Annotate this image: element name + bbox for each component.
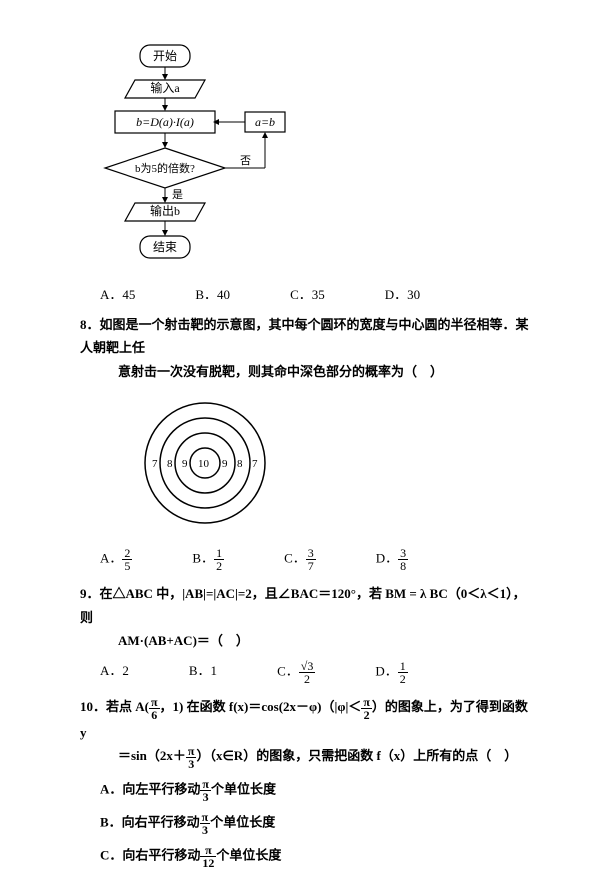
svg-text:8: 8 bbox=[167, 458, 173, 470]
target-svg: 7 8 9 10 9 8 7 bbox=[140, 398, 270, 528]
svg-text:开始: 开始 bbox=[153, 49, 177, 63]
q9-line2: AM·(AB+AC)＝（ ） bbox=[118, 629, 535, 652]
svg-text:b为5的倍数?: b为5的倍数? bbox=[135, 161, 195, 175]
svg-text:9: 9 bbox=[222, 458, 228, 470]
q10-text: 10．若点 A(π6，1) 在函数 f(x)＝cos(2x－φ)（|φ|＜π2）… bbox=[80, 695, 535, 769]
flowchart-svg: 开始 输入a b=D(a)·I(a) b为5的倍数? 否 a=b 是 输出b 结… bbox=[100, 40, 340, 270]
svg-text:7: 7 bbox=[152, 458, 158, 470]
q9-option-a: A．2 bbox=[100, 660, 129, 685]
q7-option-b: B．40 bbox=[195, 284, 230, 303]
q9-option-b: B．1 bbox=[189, 660, 217, 685]
svg-text:a=b: a=b bbox=[255, 115, 275, 129]
q9-option-d: D．12 bbox=[375, 660, 407, 685]
svg-text:否: 否 bbox=[240, 155, 251, 167]
svg-text:10: 10 bbox=[198, 458, 210, 470]
q9-text: 9．在△ABC 中，|AB|=|AC|=2，且∠BAC＝120°，若 BM = … bbox=[80, 582, 535, 652]
svg-text:8: 8 bbox=[237, 458, 243, 470]
q8-options: A．25 B．12 C．37 D．38 bbox=[100, 547, 535, 572]
svg-text:7: 7 bbox=[252, 458, 258, 470]
q8-option-d: D．38 bbox=[376, 547, 408, 572]
q7-options: A．45 B．40 C．35 D．30 bbox=[100, 284, 535, 303]
q9-line1: 9．在△ABC 中，|AB|=|AC|=2，且∠BAC＝120°，若 BM = … bbox=[80, 582, 535, 629]
q7-option-c: C．35 bbox=[290, 284, 325, 303]
q7-option-a: A．45 bbox=[100, 284, 135, 303]
svg-text:b=D(a)·I(a): b=D(a)·I(a) bbox=[136, 115, 194, 129]
q8-option-a: A．25 bbox=[100, 547, 132, 572]
q10-line2: ＝sin（2x＋π3）（x∈R）的图象，只需把函数 f（x）上所有的点（ ） bbox=[118, 744, 535, 770]
q10-option-b: B．向右平行移动π3个单位长度 bbox=[100, 811, 535, 836]
svg-text:结束: 结束 bbox=[153, 240, 177, 254]
q8-line2: 意射击一次没有脱靶，则其命中深色部分的概率为（ ） bbox=[118, 360, 535, 383]
q8-text: 8．如图是一个射击靶的示意图，其中每个圆环的宽度与中心圆的半径相等．某人朝靶上任… bbox=[80, 313, 535, 383]
svg-text:9: 9 bbox=[182, 458, 188, 470]
q8-option-c: C．37 bbox=[284, 547, 316, 572]
q10-line1: 10．若点 A(π6，1) 在函数 f(x)＝cos(2x－φ)（|φ|＜π2）… bbox=[80, 695, 535, 744]
q7-option-d: D．30 bbox=[385, 284, 420, 303]
q10-option-a: A．向左平行移动π3个单位长度 bbox=[100, 778, 535, 803]
q8-line1: 8．如图是一个射击靶的示意图，其中每个圆环的宽度与中心圆的半径相等．某人朝靶上任 bbox=[80, 313, 535, 360]
q9-options: A．2 B．1 C．√32 D．12 bbox=[100, 660, 535, 685]
svg-text:是: 是 bbox=[172, 188, 183, 201]
q9-option-c: C．√32 bbox=[277, 660, 315, 685]
q10-option-c: C．向右平行移动π12个单位长度 bbox=[100, 844, 535, 869]
svg-text:输入a: 输入a bbox=[150, 80, 180, 95]
q8-option-b: B．12 bbox=[192, 547, 224, 572]
svg-text:输出b: 输出b bbox=[150, 203, 180, 218]
flowchart: 开始 输入a b=D(a)·I(a) b为5的倍数? 否 a=b 是 输出b 结… bbox=[100, 40, 535, 274]
target-diagram: 7 8 9 10 9 8 7 bbox=[140, 398, 535, 532]
